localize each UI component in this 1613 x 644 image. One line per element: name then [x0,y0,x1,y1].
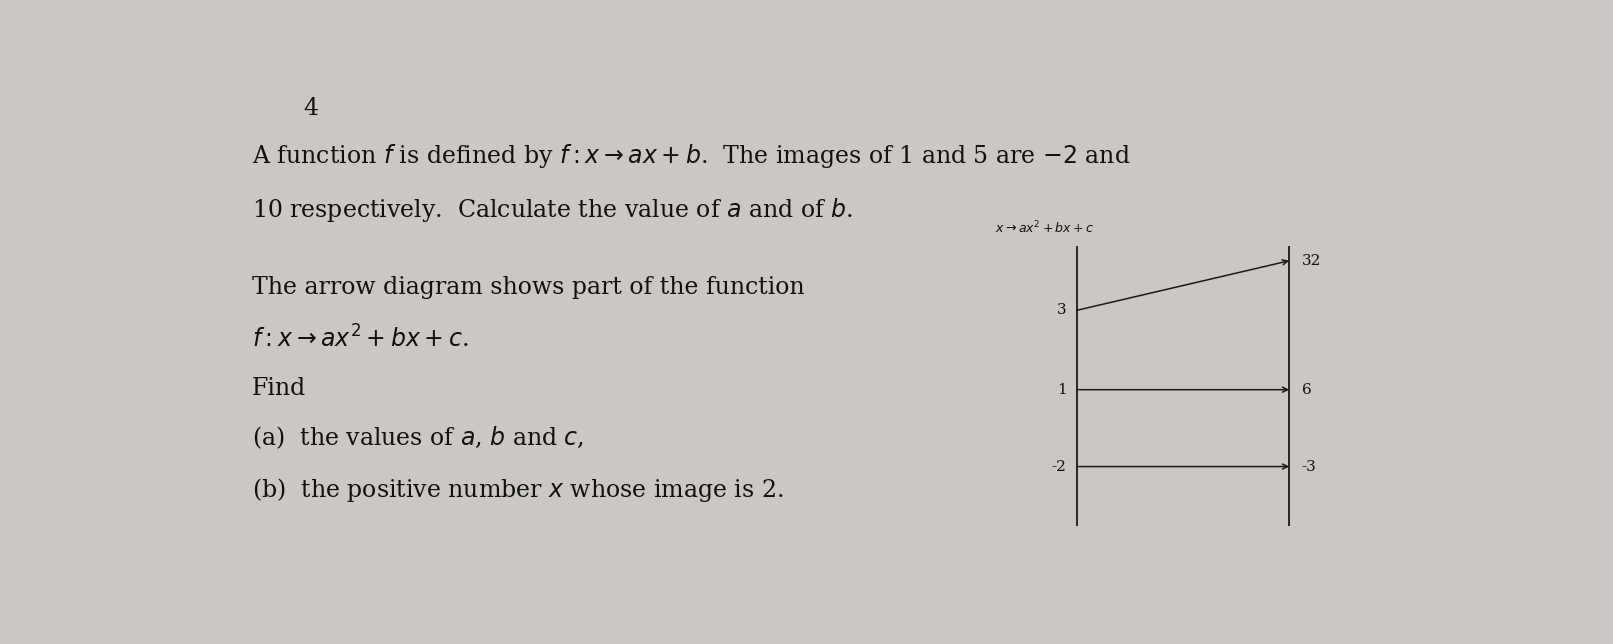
Text: 1: 1 [1057,383,1066,397]
Text: 6: 6 [1302,383,1311,397]
Text: $x \rightarrow ax^2 + bx + c$: $x \rightarrow ax^2 + bx + c$ [995,220,1095,236]
Text: 32: 32 [1302,254,1321,268]
Text: -2: -2 [1052,460,1066,473]
Text: -3: -3 [1302,460,1316,473]
Text: $f : x \rightarrow ax^2 + bx + c$.: $f : x \rightarrow ax^2 + bx + c$. [252,325,468,352]
Text: 10 respectively.  Calculate the value of $a$ and of $b$.: 10 respectively. Calculate the value of … [252,196,853,224]
Text: 3: 3 [1057,303,1066,317]
Text: Find: Find [252,377,306,401]
Text: (a)  the values of $a$, $b$ and $c$,: (a) the values of $a$, $b$ and $c$, [252,424,584,451]
Text: A function $f$ is defined by $f : x \rightarrow ax + b$.  The images of 1 and 5 : A function $f$ is defined by $f : x \rig… [252,142,1131,170]
Text: (b)  the positive number $x$ whose image is 2.: (b) the positive number $x$ whose image … [252,477,782,504]
Text: The arrow diagram shows part of the function: The arrow diagram shows part of the func… [252,276,805,299]
Text: 4: 4 [303,97,318,120]
